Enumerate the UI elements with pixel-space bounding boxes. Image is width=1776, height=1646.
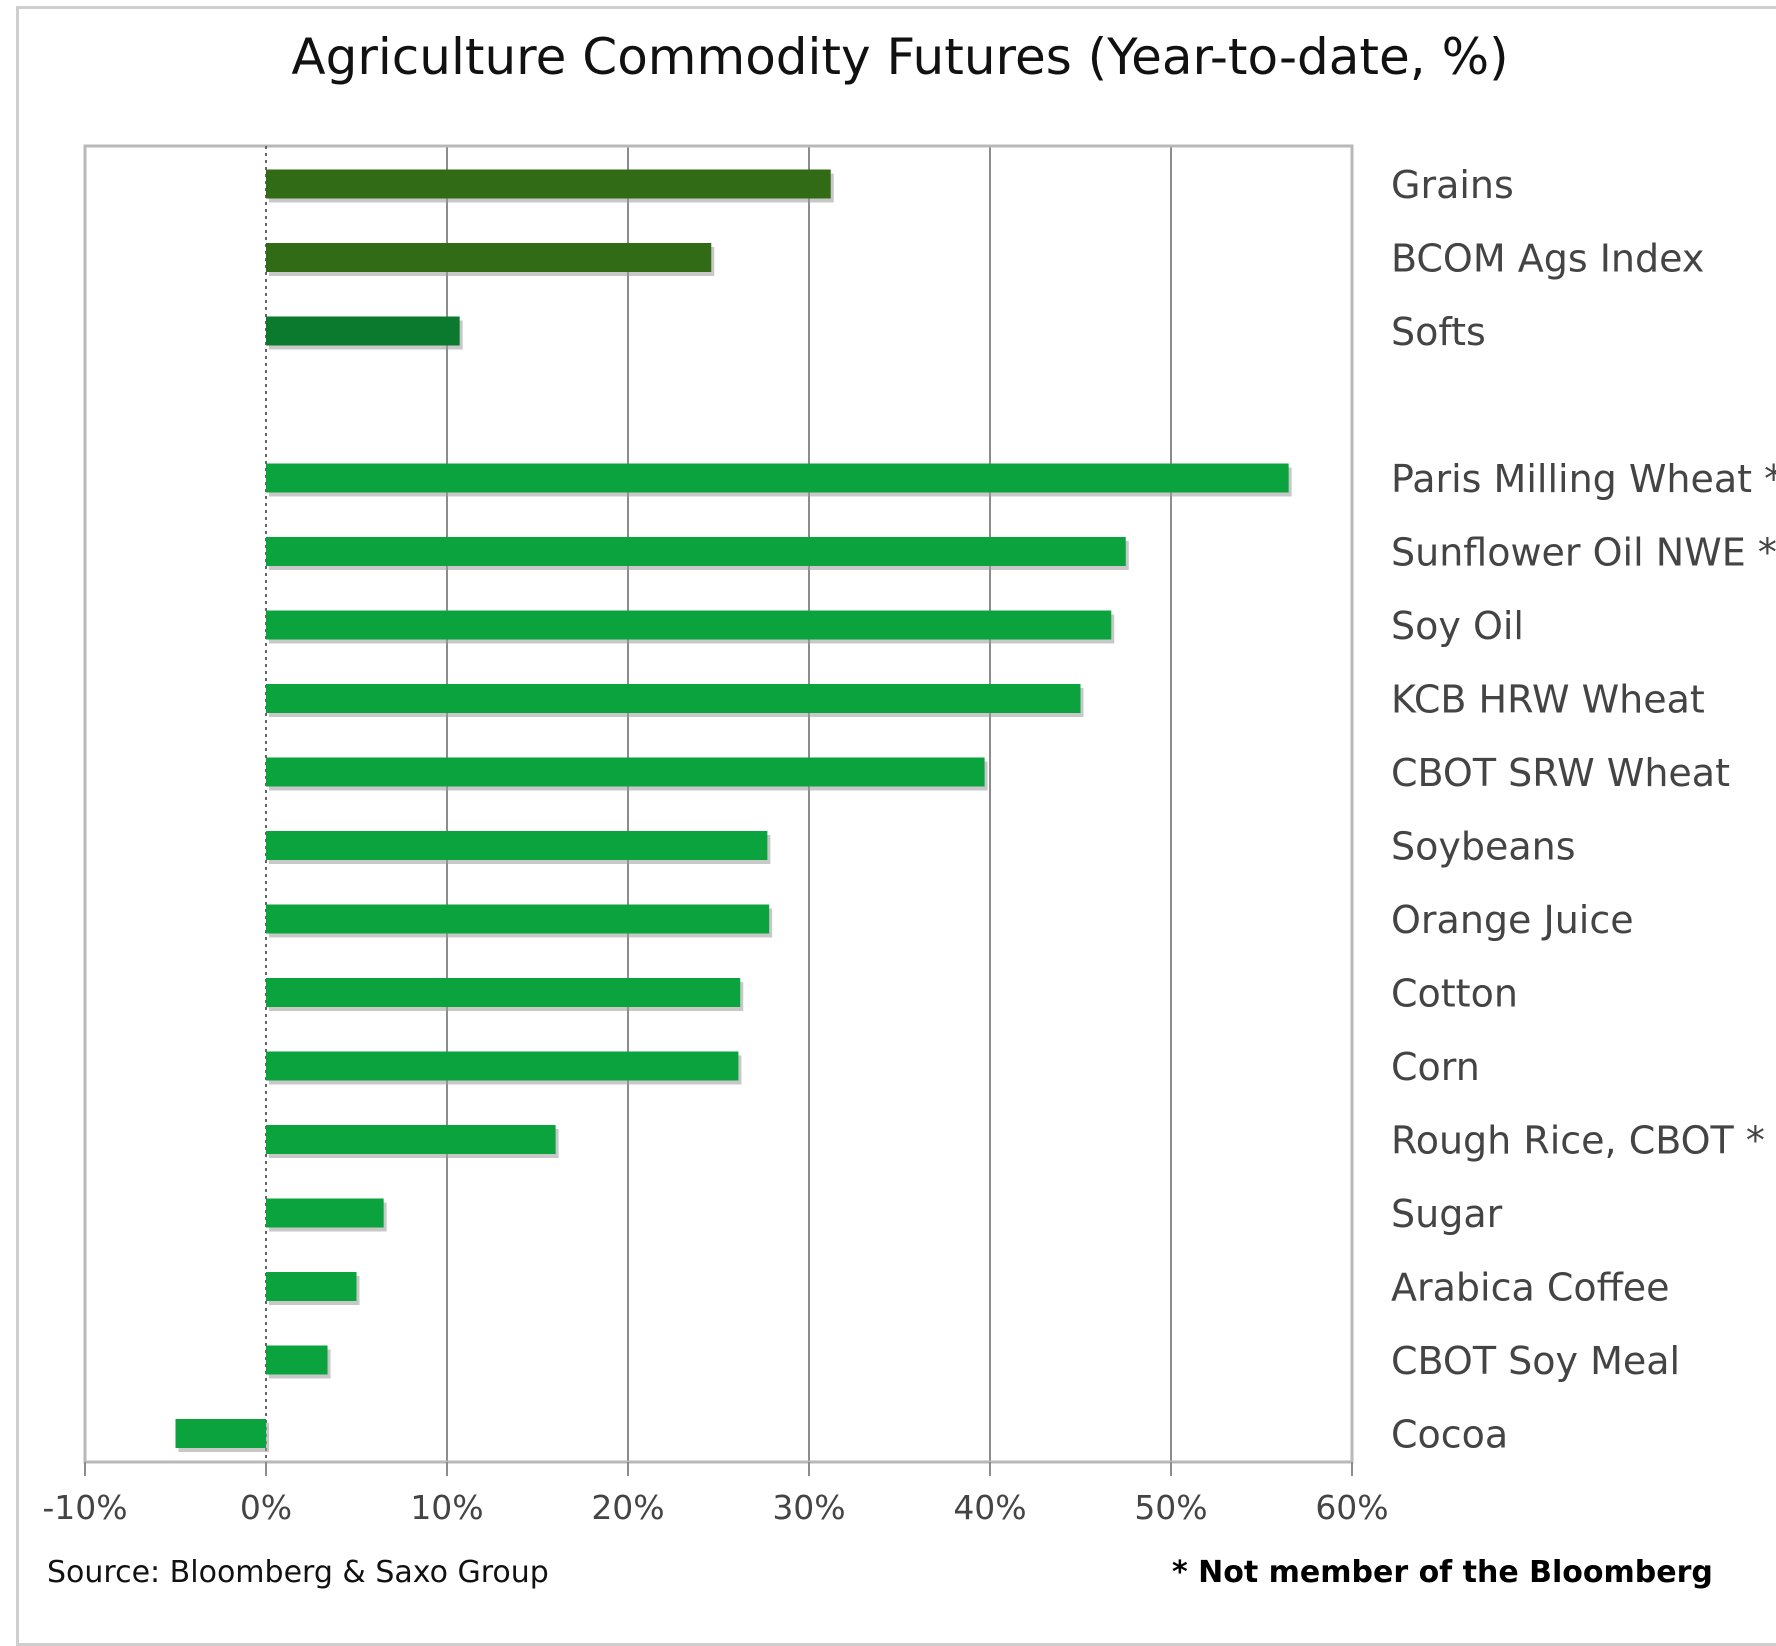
bar	[266, 757, 985, 787]
bar	[266, 978, 741, 1007]
x-tick-label: 0%	[240, 1488, 292, 1527]
bar	[266, 316, 460, 346]
category-label: Cocoa	[1391, 1413, 1508, 1457]
category-label: Sunflower Oil NWE *	[1391, 531, 1776, 575]
category-label: Sugar	[1391, 1192, 1503, 1236]
category-label: Corn	[1391, 1045, 1480, 1089]
bar	[266, 463, 1289, 493]
category-label: KCB HRW Wheat	[1391, 678, 1705, 722]
category-label: Orange Juice	[1391, 898, 1634, 942]
category-label: Softs	[1391, 310, 1486, 354]
x-tick-label: 20%	[591, 1488, 664, 1527]
bar	[266, 1345, 328, 1375]
bars	[175, 169, 1292, 1452]
bar	[266, 537, 1126, 566]
x-axis: -10% 0% 10% 20% 30% 40% 50% 60%	[42, 1462, 1389, 1527]
category-label: Cotton	[1391, 972, 1518, 1016]
category-label: Paris Milling Wheat *	[1391, 457, 1776, 501]
category-label: Arabica Coffee	[1391, 1266, 1670, 1310]
bar	[266, 904, 770, 934]
bar	[266, 610, 1112, 640]
bar	[266, 684, 1081, 713]
category-label: Rough Rice, CBOT *	[1391, 1119, 1765, 1163]
bar	[266, 1125, 556, 1154]
grid-lines	[446, 146, 1172, 1462]
x-tick-label: 60%	[1315, 1488, 1388, 1527]
plot-area	[83, 144, 1354, 1464]
x-tick-label: -10%	[42, 1488, 127, 1527]
bar-chart: Agriculture Commodity Futures (Year-to-d…	[42, 28, 1776, 1590]
source-note: Source: Bloomberg & Saxo Group	[47, 1555, 549, 1590]
bar	[266, 1051, 739, 1081]
bar	[266, 1198, 384, 1228]
category-labels: Grains BCOM Ags Index Softs Paris Milling W…	[1391, 163, 1776, 1457]
category-label: Soybeans	[1391, 825, 1576, 869]
x-tick-label: 10%	[410, 1488, 483, 1527]
bar	[266, 169, 831, 199]
category-label: CBOT Soy Meal	[1391, 1339, 1680, 1383]
bar	[266, 1272, 357, 1301]
category-label: Soy Oil	[1391, 604, 1524, 648]
bar	[175, 1419, 266, 1448]
category-label: BCOM Ags Index	[1391, 237, 1704, 281]
x-tick-label: 50%	[1134, 1488, 1207, 1527]
chart-title: Agriculture Commodity Futures (Year-to-d…	[291, 28, 1508, 86]
x-tick-label: 40%	[953, 1488, 1026, 1527]
category-label: CBOT SRW Wheat	[1391, 751, 1730, 795]
category-label: Grains	[1391, 163, 1514, 207]
bar	[266, 243, 712, 272]
bar	[266, 831, 768, 860]
x-tick-label: 30%	[772, 1488, 845, 1527]
membership-note: * Not member of the Bloomberg	[1172, 1555, 1713, 1590]
